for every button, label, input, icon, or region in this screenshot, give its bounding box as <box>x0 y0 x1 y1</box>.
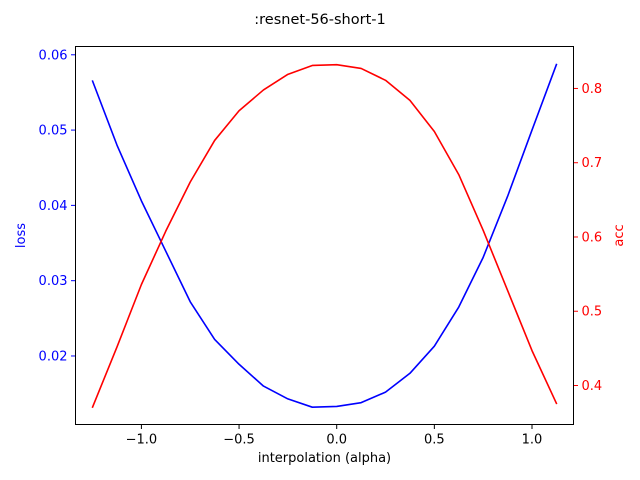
right-axis-label: acc <box>612 224 627 246</box>
x-tick-label: 0.5 <box>424 433 445 448</box>
right-tick-label: 0.6 <box>582 230 603 245</box>
right-tick-label: 0.5 <box>582 305 603 320</box>
left-axis-label: loss <box>14 223 29 248</box>
x-axis-ticks: −1.0 −0.5 0.0 0.5 1.0 <box>126 424 543 448</box>
right-tick-label: 0.8 <box>582 82 603 97</box>
plot-frame <box>75 46 574 425</box>
left-tick-label: 0.03 <box>39 274 68 289</box>
x-tick-label: 1.0 <box>522 433 543 448</box>
left-axis-ticks: 0.02 0.03 0.04 0.05 0.06 <box>39 48 76 364</box>
x-tick-label: −0.5 <box>223 433 255 448</box>
x-tick-label: −1.0 <box>126 433 158 448</box>
left-tick-label: 0.02 <box>39 349 68 364</box>
left-tick-label: 0.04 <box>39 199 68 214</box>
right-tick-label: 0.7 <box>582 156 603 171</box>
right-tick-label: 0.4 <box>582 379 603 394</box>
series-layer <box>91 63 558 409</box>
chart-title: :resnet-56-short-1 <box>254 12 385 28</box>
x-tick-label: 0.0 <box>326 433 347 448</box>
x-axis-label: interpolation (alpha) <box>258 451 391 466</box>
left-tick-label: 0.06 <box>39 48 68 63</box>
acc-series-line <box>91 63 558 409</box>
right-axis-ticks: 0.4 0.5 0.6 0.7 0.8 <box>573 82 603 394</box>
loss-series-line <box>91 63 558 408</box>
left-tick-label: 0.05 <box>39 124 68 139</box>
